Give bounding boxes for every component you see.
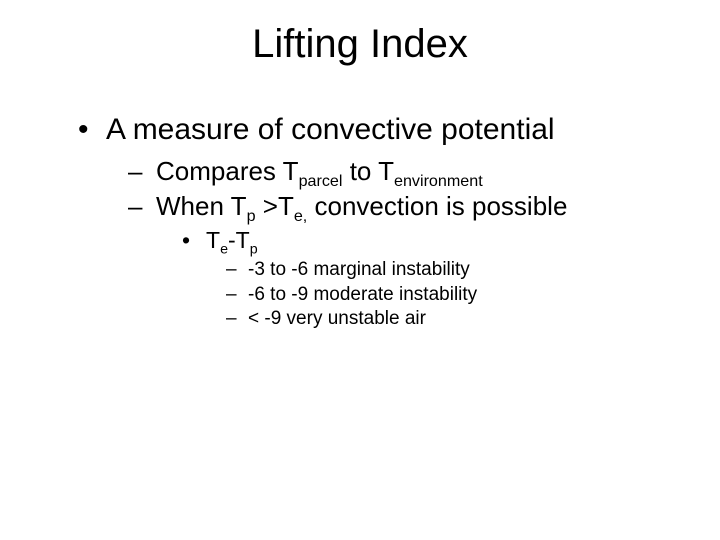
l2b-pre: When T [156, 191, 247, 221]
l3-pre: T [206, 227, 220, 253]
l2a-mid: to T [342, 156, 394, 186]
bullet-level2: –When Tp >Te, convection is possible [78, 190, 660, 224]
l2b-sub2: e, [294, 207, 307, 225]
dash-icon: – [226, 307, 248, 332]
slide-body: •A measure of convective potential –Comp… [0, 67, 720, 332]
bullet-dot-icon: • [182, 226, 206, 256]
bullet-level4: –-6 to -9 moderate instability [78, 283, 660, 308]
l3-sub2: p [250, 242, 258, 258]
bullet-dot-icon: • [78, 111, 106, 149]
bullet-level4: –-3 to -6 marginal instability [78, 258, 660, 283]
l2b-sub1: p [247, 207, 256, 225]
dash-icon: – [226, 283, 248, 308]
dash-icon: – [128, 190, 156, 224]
bullet-level3: •Te-Tp [78, 226, 660, 256]
l2b-post: convection is possible [307, 191, 567, 221]
dash-icon: – [226, 258, 248, 283]
l2a-sub1: parcel [299, 172, 343, 190]
l2b-mid: >T [256, 191, 294, 221]
l1-text: A measure of convective potential [106, 113, 555, 146]
slide: Lifting Index •A measure of convective p… [0, 0, 720, 540]
l4a-text: -3 to -6 marginal instability [248, 259, 470, 280]
l2a-sub2: environment [394, 172, 483, 190]
bullet-level2: –Compares Tparcel to Tenvironment [78, 155, 660, 189]
slide-title: Lifting Index [0, 0, 720, 67]
bullet-level4: –< -9 very unstable air [78, 307, 660, 332]
dash-icon: – [128, 155, 156, 189]
l3-sub1: e [220, 242, 228, 258]
l3-mid: -T [228, 227, 250, 253]
l4c-text: < -9 very unstable air [248, 308, 426, 329]
l2a-pre: Compares T [156, 156, 299, 186]
bullet-level1: •A measure of convective potential [78, 111, 660, 149]
l4b-text: -6 to -9 moderate instability [248, 284, 477, 305]
